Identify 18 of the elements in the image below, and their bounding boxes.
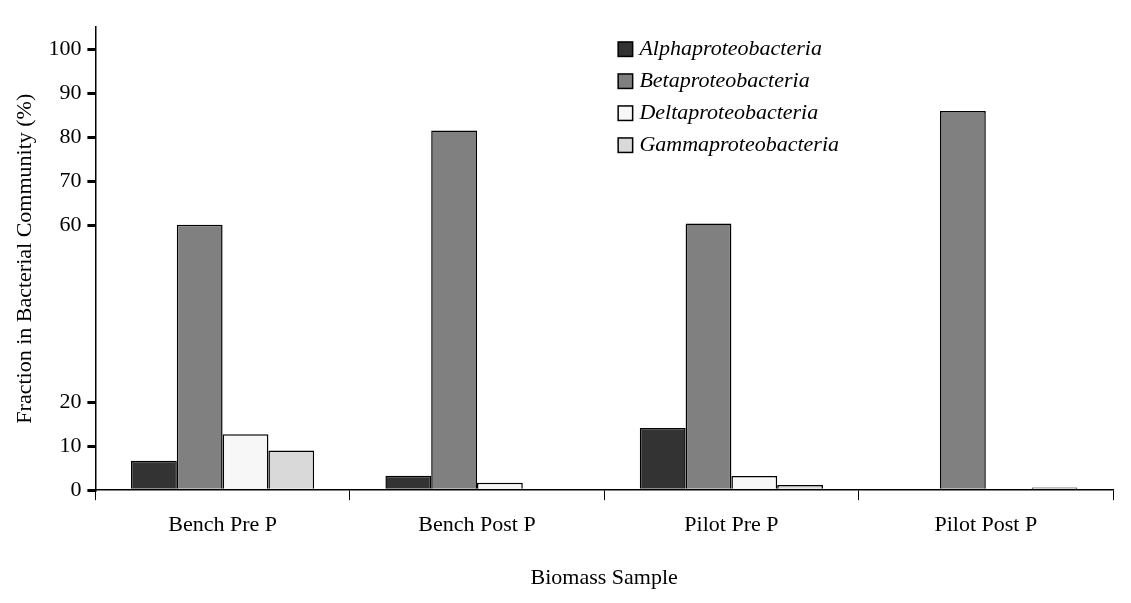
- legend-label: Betaproteobacteria: [639, 66, 810, 92]
- y-tick-label: 100: [48, 35, 82, 61]
- y-axis-title: Fraction in Bacterial Community (%): [10, 93, 36, 424]
- x-tick-label: Pilot Pre P: [684, 511, 779, 537]
- y-tick-label: 90: [59, 79, 82, 105]
- x-tick-label: Pilot Post P: [934, 511, 1038, 537]
- x-tick-label: Bench Pre P: [168, 511, 277, 537]
- x-tick-label: Bench Post P: [418, 511, 536, 537]
- x-axis-title: Biomass Sample: [530, 563, 678, 589]
- legend-label: Gammaproteobacteria: [639, 130, 840, 156]
- y-tick-label: 20: [59, 387, 82, 413]
- legend-label: Deltaproteobacteria: [638, 98, 819, 124]
- legend-label: Alphaproteobacteria: [637, 34, 822, 60]
- y-tick-label: 0: [70, 475, 82, 501]
- y-tick-label: 70: [59, 167, 82, 193]
- y-tick-label: 10: [59, 431, 82, 457]
- y-tick-label: 60: [59, 211, 82, 237]
- y-tick-label: 80: [59, 123, 82, 149]
